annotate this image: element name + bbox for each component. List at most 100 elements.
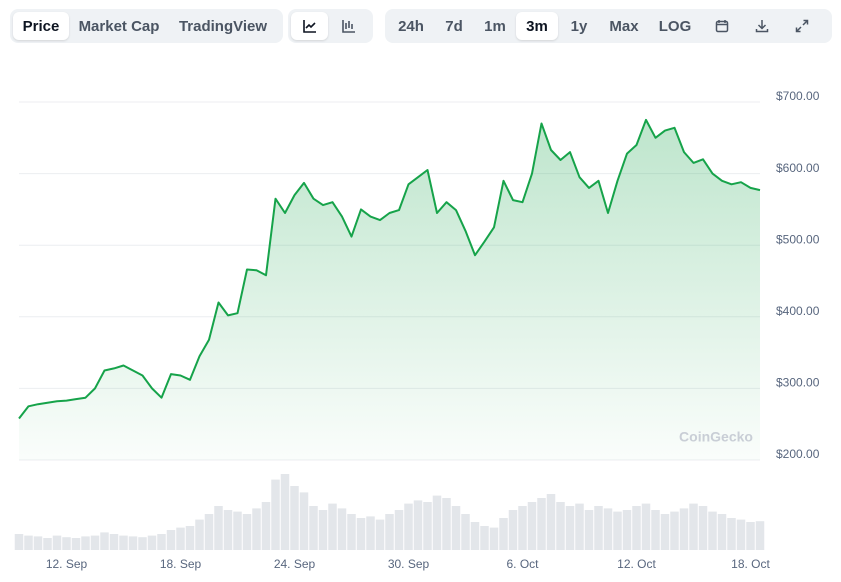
volume-bar <box>71 538 81 550</box>
volume-bar <box>366 516 375 550</box>
volume-bar <box>755 521 765 550</box>
range-tab[interactable]: LOG <box>658 17 692 35</box>
volume-bar <box>328 503 337 550</box>
volume-bar <box>318 510 328 550</box>
volume-bar <box>185 526 195 550</box>
volume-bar <box>413 500 423 550</box>
volume-bar <box>157 534 166 550</box>
volume-bar <box>622 510 632 550</box>
range-tab[interactable]: 3m <box>516 12 558 40</box>
volume-bar <box>613 511 622 550</box>
watermark: CoinGecko <box>679 429 753 445</box>
volume-bar <box>546 494 556 550</box>
volume-bar <box>52 535 62 550</box>
volume-bar <box>280 474 290 550</box>
calendar-button[interactable] <box>702 12 742 40</box>
range-tabs: 24h 7d 1m 3m 1y Max LOG <box>385 9 832 43</box>
volume-bar <box>271 479 280 550</box>
volume-bar <box>565 506 575 550</box>
volume-bar <box>480 526 489 550</box>
volume-bar <box>147 535 157 550</box>
volume-bar <box>394 510 404 550</box>
volume-bar <box>309 506 318 550</box>
volume-bar <box>290 486 299 550</box>
volume-bar <box>214 506 223 550</box>
volume-bar <box>33 536 43 550</box>
volume-bar <box>461 514 470 550</box>
volume-bar <box>62 537 71 550</box>
view-tabs: Price Market Cap TradingView <box>10 9 283 43</box>
volume-bar <box>233 511 242 550</box>
range-tab[interactable]: 1m <box>484 17 506 35</box>
volume-bar <box>603 508 613 550</box>
volume-bar <box>432 495 442 550</box>
x-tick-label: 18. Oct <box>731 557 770 571</box>
x-tick-label: 24. Sep <box>274 557 316 571</box>
volume-bar <box>195 519 204 550</box>
volume-bar <box>337 508 347 550</box>
x-tick-label: 6. Oct <box>506 557 539 571</box>
volume-bar <box>641 503 651 550</box>
volume-bar <box>119 535 128 550</box>
candle-chart-button[interactable] <box>328 12 370 40</box>
volume-bar <box>14 534 24 550</box>
volume-bar <box>176 527 185 550</box>
volume-bar <box>375 519 385 550</box>
volume-bar <box>632 506 641 550</box>
volume-bar <box>746 522 755 550</box>
volume-bar <box>204 514 214 550</box>
range-tab[interactable]: 1y <box>570 17 588 35</box>
x-tick-label: 12. Oct <box>617 557 656 571</box>
volume-bar <box>423 502 432 550</box>
volume-bar <box>100 532 109 550</box>
range-tab[interactable]: 24h <box>398 17 424 35</box>
volume-bar <box>223 510 233 550</box>
volume-bar <box>489 527 499 550</box>
volume-bar <box>727 518 736 550</box>
price-line <box>18 118 761 420</box>
volume-bar <box>128 536 138 550</box>
x-tick-label: 30. Sep <box>388 557 430 571</box>
y-tick-label: $400.00 <box>776 304 820 318</box>
chart: $200.00 $300.00 $400.00 $500.00 $600.00 $700.… <box>14 89 820 571</box>
volume-bar <box>242 514 252 550</box>
volume-bar <box>708 511 717 550</box>
volume-bar <box>347 514 356 550</box>
volume-bar <box>90 535 100 550</box>
volume-bar <box>584 510 594 550</box>
volume-bar <box>166 530 176 550</box>
volume-bar <box>679 508 689 550</box>
volume-bar <box>651 510 660 550</box>
view-tab[interactable]: Market Cap <box>78 17 160 35</box>
volume-bar <box>689 503 698 550</box>
view-tab[interactable]: TradingView <box>178 17 268 35</box>
volume-bar <box>594 506 603 550</box>
volume-bar <box>698 506 708 550</box>
line-chart-button[interactable] <box>291 12 328 40</box>
range-tab[interactable]: Max <box>609 17 639 35</box>
y-tick-label: $300.00 <box>776 376 820 390</box>
volume-bar <box>442 498 451 550</box>
y-tick-label: $700.00 <box>776 89 820 103</box>
volume-bar <box>556 502 565 550</box>
volume-bar <box>470 522 480 550</box>
volume-bar <box>299 492 309 550</box>
range-tab[interactable]: 7d <box>445 17 463 35</box>
volume-bar <box>43 538 52 550</box>
volume-bar <box>109 534 119 550</box>
x-tick-label: 12. Sep <box>46 557 88 571</box>
volume-bar <box>451 506 461 550</box>
volume-bar <box>24 535 33 550</box>
price-area <box>19 119 760 461</box>
volume-bar <box>508 510 518 550</box>
volume-bar <box>81 536 90 550</box>
fullscreen-button[interactable] <box>782 12 822 40</box>
volume-bar <box>356 518 366 550</box>
y-tick-label: $500.00 <box>776 232 820 246</box>
y-tick-label: $200.00 <box>776 447 820 461</box>
download-button[interactable] <box>742 12 782 40</box>
volume-bar <box>385 514 394 550</box>
view-tab[interactable]: Price <box>13 12 69 40</box>
volume-bar <box>575 503 584 550</box>
